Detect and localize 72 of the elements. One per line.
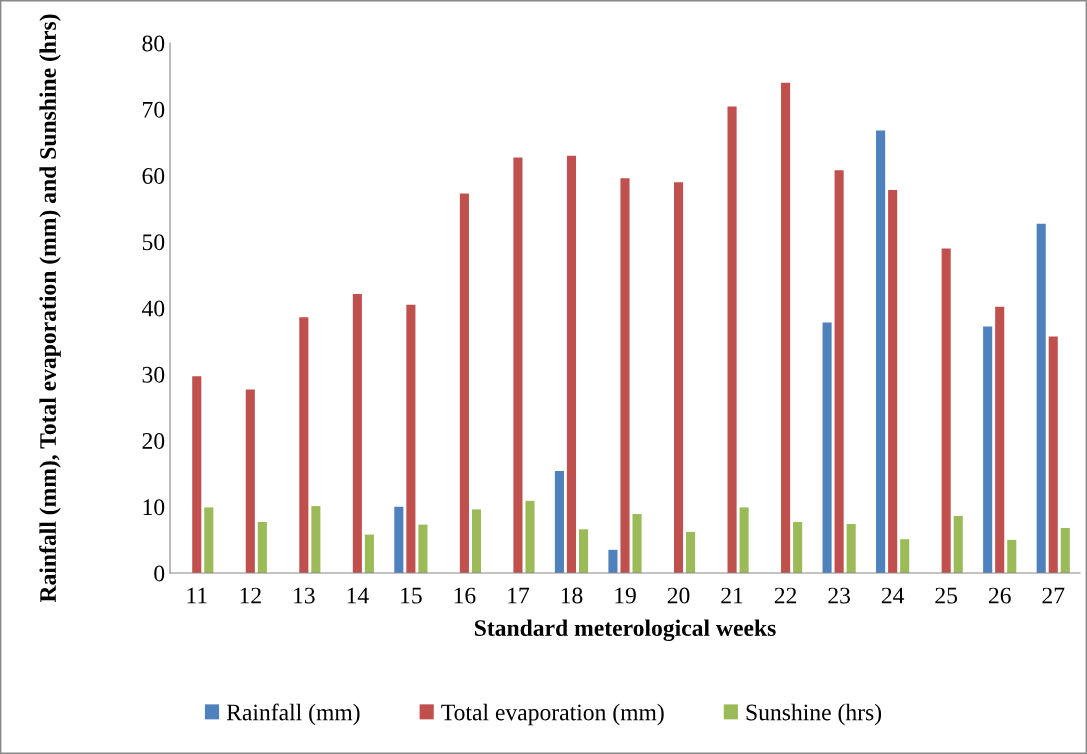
bar <box>204 507 214 573</box>
bar <box>941 248 951 573</box>
x-tick-label: 21 <box>721 587 743 604</box>
bar <box>953 516 963 573</box>
bar <box>192 376 202 573</box>
bar <box>781 82 791 573</box>
bar <box>608 549 618 573</box>
bar <box>418 524 428 573</box>
y-tick-label: 0 <box>154 565 165 582</box>
y-tick-label: 20 <box>142 432 165 449</box>
x-tick-label: 12 <box>240 587 261 604</box>
legend-label: Total evaporation (mm) <box>441 703 664 726</box>
bar <box>525 500 535 573</box>
bar <box>406 304 416 573</box>
bar <box>1036 223 1046 573</box>
bar <box>364 534 374 573</box>
bar <box>471 509 482 573</box>
x-axis-title: Standard meterological weeks <box>474 619 776 642</box>
x-tick-label: 19 <box>615 587 636 604</box>
bar <box>620 178 630 573</box>
bar <box>888 190 898 573</box>
y-tick-label: 70 <box>143 101 165 118</box>
bar <box>352 294 362 573</box>
y-tick-label: 40 <box>141 300 165 317</box>
bar <box>876 130 886 573</box>
bar <box>793 521 803 573</box>
x-tick-label: 17 <box>508 587 530 604</box>
bar <box>257 521 267 573</box>
bar <box>566 155 577 573</box>
y-tick-label: 30 <box>142 366 165 383</box>
y-tick-label: 60 <box>142 167 165 184</box>
bar <box>299 317 309 573</box>
bar <box>554 470 564 573</box>
y-axis-title: Rainfall (mm), Total evaporation (mm) and Sunshine (hrs) <box>39 14 61 603</box>
x-tick-label: 15 <box>401 587 422 604</box>
bar <box>995 306 1005 573</box>
x-tick-label: 20 <box>667 587 690 604</box>
x-tick-label: 26 <box>988 587 1011 604</box>
bar <box>1007 539 1017 573</box>
bar <box>1048 336 1058 573</box>
x-tick-label: 23 <box>828 587 850 604</box>
bar <box>578 529 589 573</box>
x-tick-label: 18 <box>561 587 583 604</box>
bar <box>739 507 749 573</box>
bar <box>673 182 684 573</box>
bar <box>1060 527 1070 573</box>
bar <box>900 539 910 573</box>
bar <box>632 514 642 573</box>
bar <box>834 170 844 573</box>
bar <box>513 157 523 573</box>
bar <box>727 106 737 573</box>
x-tick-label: 24 <box>881 587 905 604</box>
y-tick-label: 50 <box>142 234 165 251</box>
x-tick-label: 27 <box>1042 587 1065 604</box>
x-tick-label: 11 <box>187 587 207 604</box>
bar <box>822 322 832 573</box>
x-tick-label: 22 <box>774 587 797 604</box>
bar <box>686 531 696 573</box>
bar <box>245 389 255 573</box>
x-tick-label: 16 <box>454 587 476 604</box>
bar <box>311 506 321 573</box>
bar <box>983 326 993 573</box>
y-tick-label: 80 <box>142 35 165 52</box>
legend-label: Rainfall (mm) <box>226 703 360 726</box>
x-tick-label: 13 <box>294 587 315 604</box>
bar <box>459 193 469 573</box>
bar <box>394 506 404 573</box>
y-tick-label: 10 <box>143 499 165 516</box>
legend-label: Sunshine (hrs) <box>746 703 882 726</box>
x-tick-label: 14 <box>347 587 369 604</box>
bar <box>846 523 856 573</box>
x-tick-label: 25 <box>935 587 958 604</box>
